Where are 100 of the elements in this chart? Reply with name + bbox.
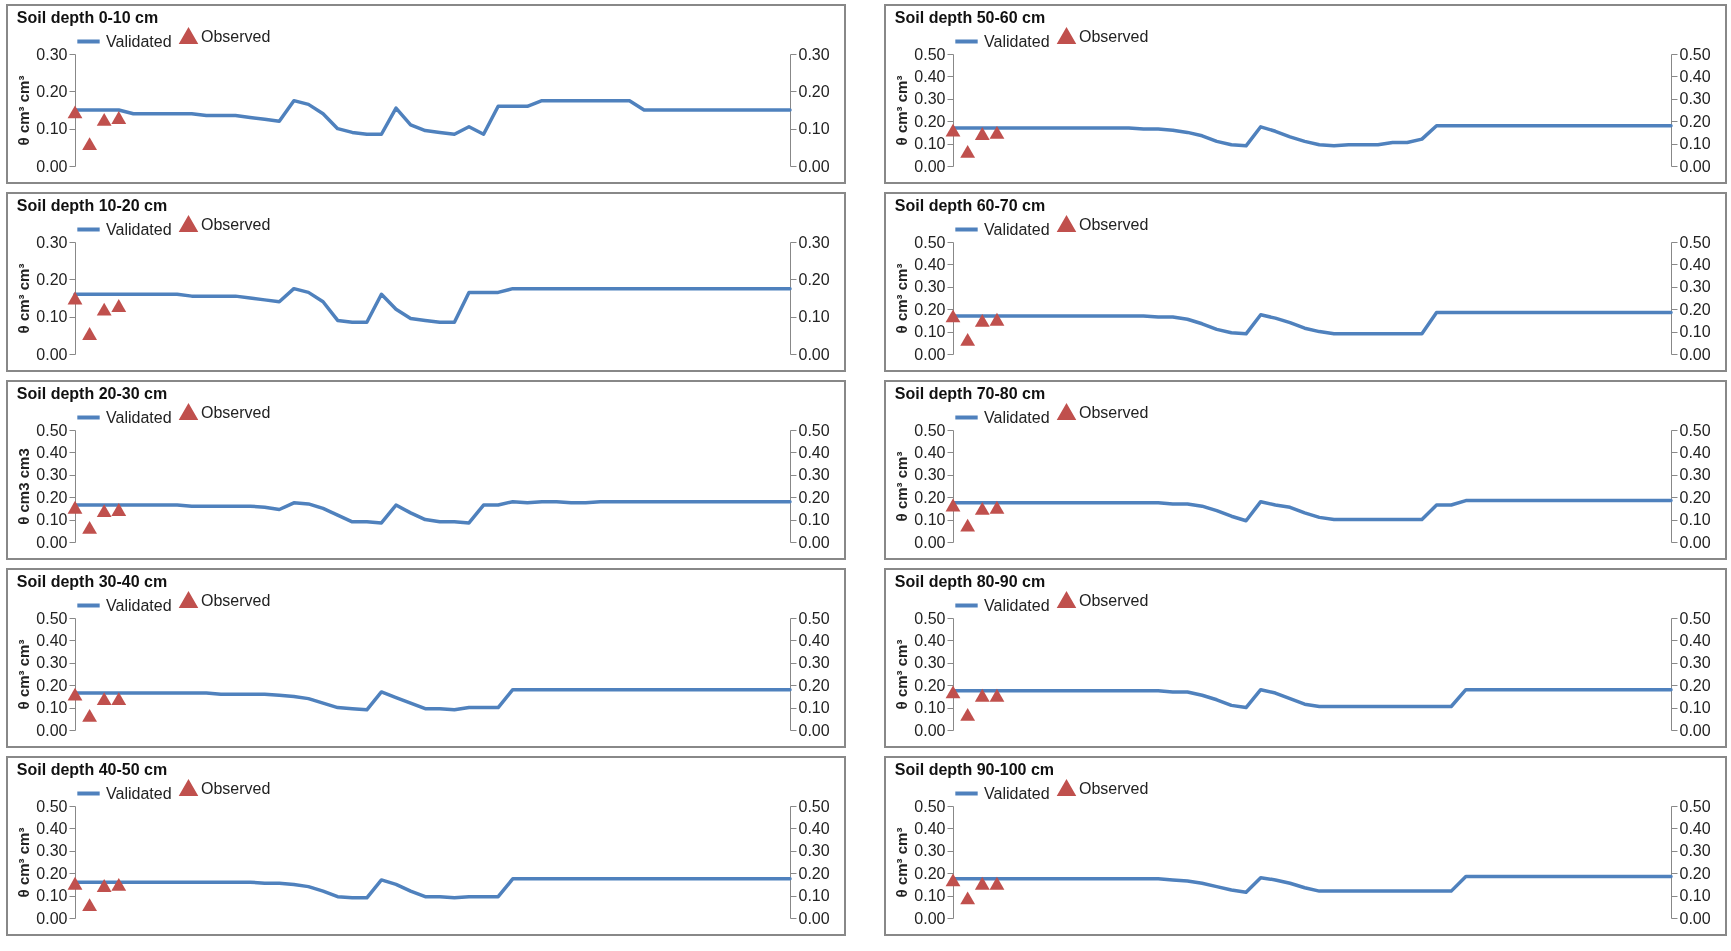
legend-label: Validated (984, 220, 1050, 238)
y2-tick-label: 0.20 (1679, 112, 1711, 130)
point (111, 111, 127, 124)
chart-title: Soil depth 0-10 cm (16, 9, 159, 26)
y-axis-title: θ cm³ cm³ (893, 263, 911, 334)
y2-tick-label: 0.50 (798, 797, 830, 815)
point (945, 309, 961, 323)
legend-label: Observed (201, 27, 271, 45)
y2-tick-label: 0.00 (1679, 721, 1711, 739)
point (82, 521, 98, 534)
y-tick-label: 0.20 (36, 270, 68, 288)
point (96, 692, 112, 706)
legend-label: Validated (984, 32, 1050, 50)
y-tick-label: 0.10 (914, 699, 946, 717)
y-tick-label: 0.00 (36, 721, 68, 739)
point (111, 299, 127, 312)
point (67, 291, 83, 305)
y2-tick-label: 0.40 (1679, 255, 1711, 273)
y-tick-label: 0.50 (914, 233, 946, 251)
y2-tick-label: 0.20 (1679, 300, 1711, 318)
point (989, 688, 1005, 702)
y2-tick-label: 0.30 (798, 45, 830, 63)
legend-label: Validated (984, 408, 1050, 426)
legend-label: Observed (201, 215, 271, 233)
y-tick-label: 0.30 (36, 842, 68, 860)
y-tick-label: 0.20 (914, 488, 946, 506)
point (960, 707, 976, 721)
y-tick-label: 0.20 (914, 112, 946, 130)
y-tick-label: 0.00 (914, 909, 946, 927)
y-tick-label: 0.10 (914, 323, 946, 341)
y2-tick-label: 0.10 (798, 120, 830, 138)
point (960, 333, 976, 346)
point (82, 327, 98, 340)
y-axis-title: θ cm³ cm³ (15, 639, 33, 710)
y-tick-label: 0.10 (914, 511, 946, 529)
y-tick-label: 0.00 (36, 909, 68, 927)
y-tick-label: 0.50 (914, 45, 946, 63)
y2-tick-label: 0.50 (1679, 609, 1711, 627)
point (945, 685, 961, 699)
y2-tick-label: 0.50 (1679, 421, 1711, 439)
y2-tick-label: 0.40 (1679, 819, 1711, 837)
y2-tick-label: 0.20 (1679, 488, 1711, 506)
y-tick-label: 0.30 (36, 466, 68, 484)
legend-label: Validated (106, 596, 172, 614)
y-tick-label: 0.20 (914, 864, 946, 882)
y-tick-label: 0.40 (36, 443, 68, 461)
y-tick-label: 0.50 (36, 609, 68, 627)
point (96, 879, 112, 892)
y2-tick-label: 0.00 (798, 157, 830, 175)
y-tick-label: 0.40 (36, 631, 68, 649)
point (945, 498, 961, 512)
y-tick-label: 0.30 (914, 278, 946, 296)
y-tick-label: 0.40 (914, 631, 946, 649)
y2-tick-label: 0.10 (1679, 887, 1711, 905)
y-tick-label: 0.30 (36, 654, 68, 672)
y-tick-label: 0.30 (36, 45, 68, 63)
legend-label: Observed (1079, 591, 1149, 609)
y2-tick-label: 0.20 (798, 488, 830, 506)
y2-tick-label: 0.30 (798, 466, 830, 484)
y2-tick-label: 0.20 (798, 864, 830, 882)
y2-tick-label: 0.00 (1679, 533, 1711, 551)
point (111, 877, 127, 891)
point (945, 123, 961, 137)
y2-tick-label: 0.50 (798, 421, 830, 439)
y-tick-label: 0.10 (36, 511, 68, 529)
y2-tick-label: 0.50 (1679, 233, 1711, 251)
legend-label: Validated (984, 596, 1050, 614)
y2-tick-label: 0.20 (798, 82, 830, 100)
chart-title: Soil depth 60-70 cm (894, 197, 1046, 214)
y2-tick-label: 0.30 (1679, 654, 1711, 672)
y-axis-title: θ cm³ cm³ (15, 263, 33, 334)
y-tick-label: 0.50 (914, 797, 946, 815)
y2-tick-label: 0.00 (798, 533, 830, 551)
y2-tick-label: 0.20 (798, 676, 830, 694)
y-tick-label: 0.20 (914, 300, 946, 318)
point (96, 112, 112, 126)
legend-label: Validated (106, 408, 172, 426)
y-tick-label: 0.10 (914, 135, 946, 153)
y2-tick-label: 0.40 (1679, 631, 1711, 649)
y-axis-title: θ cm3 cm3 (15, 448, 33, 525)
y-tick-label: 0.00 (914, 157, 946, 175)
y-tick-label: 0.40 (36, 819, 68, 837)
y-tick-label: 0.10 (36, 120, 68, 138)
chart-title: Soil depth 40-50 cm (16, 761, 168, 778)
y-axis-title: θ cm³ cm³ (893, 451, 911, 522)
legend-label: Observed (201, 591, 271, 609)
point (67, 687, 83, 701)
y-tick-label: 0.50 (914, 421, 946, 439)
y2-tick-label: 0.30 (1679, 842, 1711, 860)
y2-tick-label: 0.00 (798, 909, 830, 927)
point (111, 503, 127, 516)
point (111, 692, 127, 706)
chart-title: Soil depth 90-100 cm (894, 761, 1055, 778)
legend-label: Observed (1079, 403, 1149, 421)
y-tick-label: 0.30 (914, 842, 946, 860)
y-axis-title: θ cm³ cm³ (893, 827, 911, 898)
y2-tick-label: 0.10 (1679, 135, 1711, 153)
y-tick-label: 0.20 (36, 864, 68, 882)
point (67, 876, 83, 890)
y2-tick-label: 0.30 (798, 233, 830, 251)
